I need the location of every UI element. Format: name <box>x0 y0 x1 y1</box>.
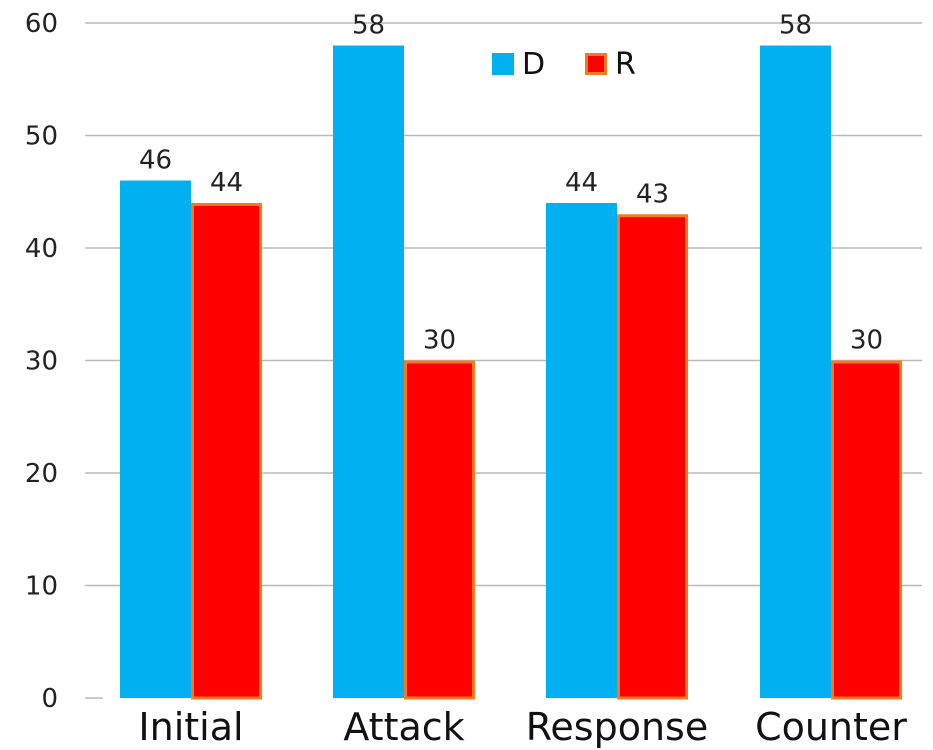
bar-d-attack <box>333 45 404 698</box>
category-label: Response <box>526 705 709 749</box>
data-label-d-attack: 58 <box>352 11 385 41</box>
y-axis-tick-labels: 0 10 20 30 40 50 60 <box>25 9 58 714</box>
category-label: Initial <box>138 705 243 749</box>
data-labels: 46 44 58 30 44 43 58 30 <box>139 11 883 356</box>
legend-swatch-r <box>585 53 607 75</box>
legend-label-d: D <box>522 47 545 82</box>
data-label-d-response: 44 <box>565 168 598 198</box>
bar-r-counter <box>831 360 902 700</box>
data-label-d-counter: 58 <box>779 11 812 41</box>
legend-swatch-d <box>492 53 514 75</box>
category-label: Counter <box>755 705 907 749</box>
y-tick-label: 50 <box>25 122 58 152</box>
bar-d-counter <box>760 45 831 698</box>
legend-label-r: R <box>615 47 636 82</box>
y-tick-label: 60 <box>25 9 58 39</box>
y-tick-label: 10 <box>25 572 58 602</box>
y-tick-label: 0 <box>41 684 58 714</box>
bar-r-response <box>617 214 688 700</box>
y-tick-label: 20 <box>25 459 58 489</box>
y-tick-label: 40 <box>25 234 58 264</box>
data-label-r-initial: 44 <box>210 168 243 198</box>
x-axis-category-labels: Initial Attack Response Counter <box>138 705 907 749</box>
data-label-r-response: 43 <box>636 179 669 209</box>
y-tick-label: 30 <box>25 347 58 377</box>
bar-r-initial <box>191 203 262 700</box>
bars <box>120 45 902 700</box>
category-label: Attack <box>343 705 464 749</box>
data-label-r-attack: 30 <box>423 326 456 356</box>
bar-d-initial <box>120 180 191 698</box>
bar-d-response <box>546 203 617 698</box>
bar-r-attack <box>404 360 475 700</box>
data-label-d-initial: 46 <box>139 146 172 176</box>
data-label-r-counter: 30 <box>850 326 883 356</box>
